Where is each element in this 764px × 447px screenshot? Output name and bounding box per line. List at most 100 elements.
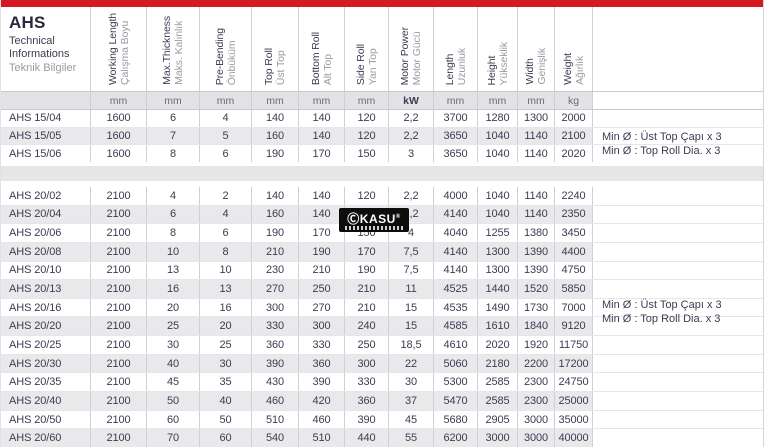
- column-label-en: Motor Power: [399, 26, 411, 85]
- spec-value-cell: 460: [252, 392, 299, 410]
- spec-value-cell: 430: [252, 373, 299, 392]
- spec-value-cell: 17200: [555, 354, 593, 373]
- table-row: AHS 20/08 2100 10 8 210 190 170 7,5 4140 1300 1390…: [1, 242, 763, 262]
- model-cell: AHS 20/20: [1, 317, 91, 336]
- column-label-en: Weight: [561, 53, 574, 85]
- spec-value-cell: 3000: [478, 429, 518, 447]
- spec-value-cell: 330: [252, 317, 299, 336]
- spec-value-cell: 9120: [555, 317, 593, 336]
- column-header: Height Yükseklik: [478, 7, 518, 91]
- spec-value-cell: 2100: [91, 317, 147, 336]
- column-header: Length Uzunluk: [434, 7, 478, 91]
- spec-value-cell: 390: [345, 410, 389, 429]
- table-row: AHS 20/30 2100 40 30 390 360 300 22 5060 2180 2200…: [1, 354, 763, 374]
- table-row: AHS 20/25 2100 30 25 360 330 250 18,5 4610 2020 19…: [1, 336, 763, 355]
- spec-value-cell: 16: [147, 280, 200, 298]
- spec-value-cell: 2100: [91, 242, 147, 261]
- unit-cell: mm: [200, 92, 252, 109]
- spec-value-cell: 440: [345, 429, 389, 447]
- column-label-en: Length: [443, 53, 456, 85]
- column-header: Bottom Roll Alt Top: [299, 7, 345, 91]
- table-row: AHS 15/05 1600 7 5 160 140 120 2,2 3650 1040 1140 2…: [1, 127, 763, 146]
- model-group: AHS 15/04 1600 6 4 140 140 120 2,2 3700 1280 1300 2…: [1, 110, 763, 163]
- column-header: Pre-Bending Önbüküm: [200, 7, 252, 91]
- unit-cell: mm: [345, 92, 389, 109]
- spec-value-cell: 15: [389, 298, 434, 317]
- spec-value-cell: 2,2: [389, 110, 434, 127]
- spec-value-cell: 5680: [434, 410, 478, 429]
- spec-value-cell: 2100: [91, 392, 147, 410]
- watermark-fineprint: [345, 225, 403, 230]
- spec-value-cell: 1520: [518, 280, 555, 298]
- spec-value-cell: 6: [200, 145, 252, 163]
- table-row: AHS 20/02 2100 4 2 140 140 120 2,2 4000 1040 1140 2…: [1, 187, 763, 206]
- model-cell: AHS 20/02: [1, 187, 91, 205]
- spec-value-cell: 1440: [478, 280, 518, 298]
- column-label-tr: Genişlik: [536, 48, 548, 85]
- column-label-tr: Yükseklik: [497, 41, 510, 85]
- table-row: AHS 20/35 2100 45 35 430 390 330 30 5300 2585 2300…: [1, 373, 763, 393]
- spec-value-cell: 30: [147, 336, 200, 354]
- spec-value-cell: 2100: [91, 373, 147, 392]
- spec-value-cell: 35000: [555, 410, 593, 429]
- table-body: AHS 15/04 1600 6 4 140 140 120 2,2 3700 1280 1300 2…: [1, 110, 763, 447]
- spec-value-cell: 2180: [478, 354, 518, 373]
- column-label-tr: Maks. Kalınlık: [173, 21, 185, 85]
- column-header: Top Roll Üst Top: [252, 7, 299, 91]
- spec-value-cell: 60: [147, 410, 200, 429]
- spec-value-cell: 330: [299, 336, 345, 354]
- spec-value-cell: 3000: [518, 410, 555, 429]
- spec-value-cell: 140: [299, 205, 345, 224]
- watermark-brand: ⒸKASU®: [347, 211, 401, 226]
- column-label-en: Working Length: [106, 13, 119, 85]
- row-fill: [593, 392, 763, 410]
- column-header: Side Roll Yan Top: [345, 7, 389, 91]
- spec-value-cell: 7,5: [389, 242, 434, 261]
- spec-value-cell: 190: [345, 261, 389, 280]
- model-cell: AHS 20/50: [1, 410, 91, 429]
- spec-value-cell: 50: [200, 410, 252, 429]
- spec-value-cell: 510: [252, 410, 299, 429]
- note-line: Min Ø : Top Roll Dia. x 3: [602, 145, 721, 157]
- table-row: AHS 20/10 2100 13 10 230 210 190 7,5 4140 1300 139…: [1, 261, 763, 281]
- spec-value-cell: 2300: [518, 373, 555, 392]
- spec-value-cell: 7: [147, 127, 200, 145]
- subtitle-en: Technical Informations: [9, 35, 70, 60]
- units-fill: [593, 92, 763, 109]
- spec-value-cell: 1920: [518, 336, 555, 354]
- spec-value-cell: 120: [345, 110, 389, 127]
- column-header: Max.Thickness Maks. Kalınlık: [147, 7, 200, 91]
- row-fill: [593, 242, 763, 261]
- spec-value-cell: 15: [389, 317, 434, 336]
- column-label-tr: Yan Top: [366, 48, 379, 85]
- spec-value-cell: 1610: [478, 317, 518, 336]
- spec-value-cell: 5300: [434, 373, 478, 392]
- spec-value-cell: 3650: [434, 127, 478, 145]
- spec-value-cell: 210: [252, 242, 299, 261]
- table-header-row: AHS Technical Informations Teknik Bilgil…: [1, 7, 763, 92]
- spec-value-cell: 3650: [434, 145, 478, 163]
- column-label-tr: Ağırlık: [573, 55, 586, 85]
- spec-value-cell: 270: [252, 280, 299, 298]
- model-cell: AHS 20/25: [1, 336, 91, 354]
- spec-value-cell: 390: [252, 354, 299, 373]
- spec-value-cell: 2100: [91, 354, 147, 373]
- spec-value-cell: 1490: [478, 298, 518, 317]
- spec-value-cell: 18,5: [389, 336, 434, 354]
- spec-value-cell: 170: [345, 242, 389, 261]
- spec-value-cell: 2100: [91, 205, 147, 224]
- spec-value-cell: 5470: [434, 392, 478, 410]
- spec-value-cell: 190: [252, 145, 299, 163]
- spec-value-cell: 45: [389, 410, 434, 429]
- kasu-watermark: ⒸKASU®: [339, 208, 409, 232]
- spec-value-cell: 55: [389, 429, 434, 447]
- spec-value-cell: 7000: [555, 298, 593, 317]
- spec-value-cell: 360: [299, 354, 345, 373]
- spec-value-cell: 160: [252, 127, 299, 145]
- spec-value-cell: 300: [345, 354, 389, 373]
- spec-value-cell: 10: [200, 261, 252, 280]
- spec-value-cell: 3: [389, 145, 434, 163]
- spec-value-cell: 210: [345, 298, 389, 317]
- spec-value-cell: 13: [147, 261, 200, 280]
- spec-value-cell: 4535: [434, 298, 478, 317]
